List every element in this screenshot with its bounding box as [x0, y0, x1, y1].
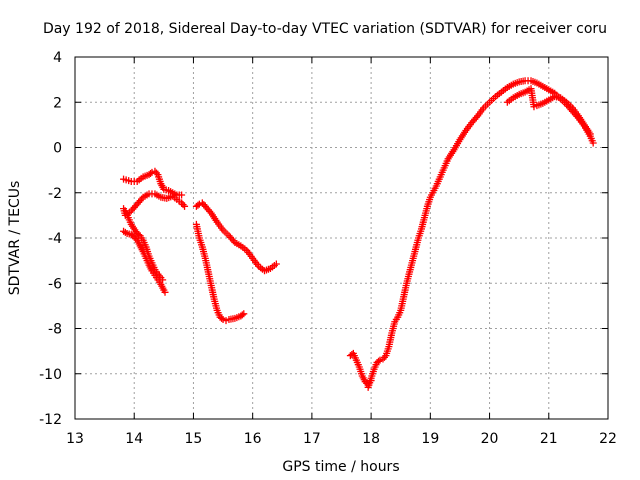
- y-tick-label: -6: [48, 276, 62, 292]
- data-point: [238, 311, 246, 319]
- y-tick-label: 2: [53, 95, 62, 111]
- y-tick-label: -4: [48, 231, 62, 247]
- data-point: [181, 202, 189, 210]
- grid-lines: [75, 57, 608, 419]
- data-point: [161, 288, 169, 296]
- data-point: [147, 170, 155, 178]
- x-tick-label: 19: [421, 431, 439, 447]
- x-tick-label: 22: [599, 431, 617, 447]
- series-arc-3-main: [364, 77, 597, 391]
- data-point: [178, 191, 186, 199]
- x-tick-labels: 13 14 15 16 17 18 19 20 21 22: [66, 431, 617, 447]
- y-tick-labels: -12 -10 -8 -6 -4 -2 0 2 4: [39, 50, 62, 428]
- tick-marks: [74, 56, 609, 420]
- x-tick-label: 13: [66, 431, 84, 447]
- x-tick-label: 14: [125, 431, 143, 447]
- series-arc-1-descent: [121, 207, 167, 284]
- series-arc-3-inner: [503, 85, 594, 138]
- data-point: [159, 276, 167, 284]
- series-arc-2-lower: [192, 220, 248, 325]
- data-point: [194, 201, 202, 209]
- data-point: [240, 310, 248, 318]
- y-tick-label: -10: [39, 367, 62, 383]
- y-tick-label: -12: [39, 412, 62, 428]
- y-axis-label: SDTVAR / TECUs: [7, 181, 23, 296]
- series-arc-1-upper: [120, 167, 186, 199]
- y-tick-label: -2: [48, 186, 62, 202]
- data-point: [375, 357, 383, 365]
- y-tick-label: 4: [53, 50, 62, 66]
- x-tick-label: 21: [540, 431, 558, 447]
- x-tick-label: 16: [244, 431, 262, 447]
- data-point: [272, 260, 280, 268]
- data-point: [589, 139, 597, 147]
- x-tick-label: 18: [362, 431, 380, 447]
- data-point: [218, 314, 226, 322]
- x-tick-label: 20: [481, 431, 499, 447]
- series-arc-1-middle: [120, 190, 189, 219]
- data-point: [586, 130, 594, 138]
- y-tick-label: -8: [48, 322, 62, 338]
- data-points: [120, 77, 597, 391]
- y-tick-label: 0: [53, 141, 62, 157]
- x-axis-label: GPS time / hours: [282, 459, 399, 475]
- x-tick-label: 17: [303, 431, 321, 447]
- x-tick-label: 15: [185, 431, 203, 447]
- series-arc-2-upper: [192, 199, 280, 275]
- chart-title: Day 192 of 2018, Sidereal Day-to-day VTE…: [43, 21, 607, 37]
